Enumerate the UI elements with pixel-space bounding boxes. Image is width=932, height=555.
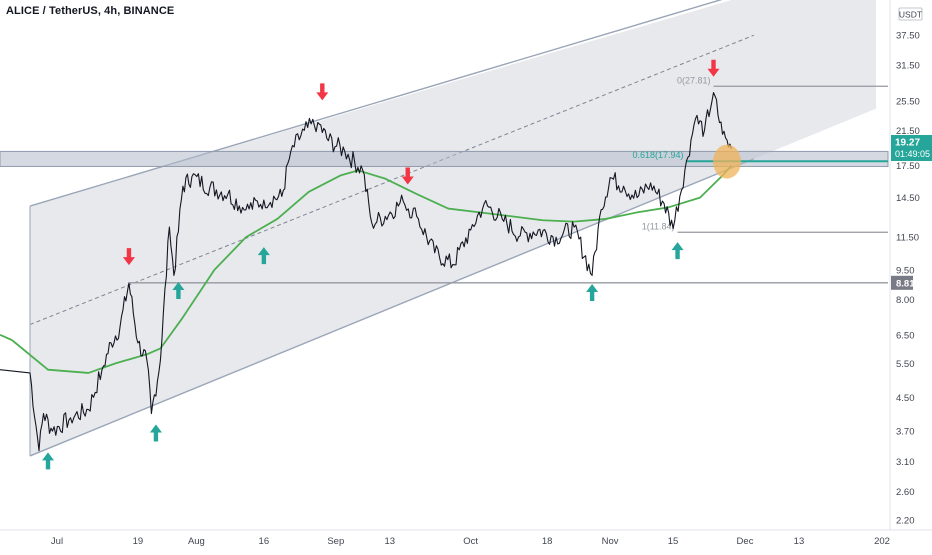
x-tick-label: 13 <box>794 536 805 547</box>
y-tick-label: 17.50 <box>896 161 920 172</box>
countdown-label: 01:49:05 <box>895 149 930 159</box>
currency-tag[interactable] <box>898 7 923 21</box>
channel-fill <box>30 0 877 456</box>
arrow-markers-group <box>42 59 720 470</box>
current-price-label: 19.27 <box>895 137 920 148</box>
x-tick-label: 16 <box>259 536 270 547</box>
y-tick-label: 3.70 <box>896 427 915 438</box>
x-tick-label: Aug <box>188 536 205 547</box>
y-tick-label: 11.50 <box>896 233 919 244</box>
currency-tag-label: USDT <box>899 10 922 20</box>
moving-average-line <box>11 164 733 374</box>
down-arrow-icon <box>122 248 135 266</box>
x-axis-panel[interactable]: Jul 19 Aug 16 Sep 13 Oct 18 Nov 15 Dec 13 202 <box>0 529 932 550</box>
y-tick-label: 31.50 <box>896 60 920 71</box>
y-axis-background <box>890 0 932 550</box>
x-axis-background <box>0 530 932 550</box>
current-price-tag[interactable] <box>891 134 932 161</box>
y-tick-label: 2.20 <box>896 516 915 527</box>
down-arrow-icon <box>316 83 329 101</box>
y-tick-label: 3.10 <box>896 457 915 468</box>
x-tick-label: Oct <box>463 536 478 547</box>
x-tick-label: 19 <box>133 536 144 547</box>
y-tick-label: 37.50 <box>896 31 920 42</box>
channel-upper-line[interactable] <box>29 0 731 207</box>
up-arrow-icon <box>172 281 185 299</box>
down-arrow-icon <box>707 59 720 77</box>
price-level-tag <box>891 275 913 290</box>
y-tick-label: 4.50 <box>896 393 915 404</box>
y-tick-label: 8.00 <box>896 295 915 306</box>
x-tick-label: 15 <box>668 536 679 547</box>
fib-0.618-label: 0.618(17.94) <box>632 150 683 160</box>
down-arrow-icon <box>401 167 414 185</box>
x-tick-label: 13 <box>384 536 395 547</box>
up-arrow-icon <box>42 452 55 470</box>
y-tick-label: 21.50 <box>896 126 920 137</box>
y-tick-label: 9.50 <box>896 265 915 276</box>
price-line <box>0 92 733 452</box>
up-arrow-icon <box>586 283 599 301</box>
x-tick-label: 18 <box>542 536 553 547</box>
resistance-support-band[interactable] <box>0 150 889 167</box>
y-axis-panel[interactable]: 2.20 2.60 3.10 3.70 4.50 5.50 6.50 8.00 9.50 11.5… <box>889 0 932 550</box>
y-tick-label: 25.50 <box>896 97 920 108</box>
x-tick-label: Jul <box>51 536 63 547</box>
up-arrow-icon <box>671 242 684 260</box>
y-tick-label: 6.50 <box>896 330 915 341</box>
up-arrow-icon <box>257 247 270 265</box>
price-series-group <box>0 92 733 452</box>
y-tick-label: 14.50 <box>896 193 920 204</box>
moving-average-group <box>0 164 733 374</box>
highlight-group <box>713 144 742 179</box>
fib-1-label: 1(11.84) <box>642 221 675 231</box>
fib-0-label: 0(27.81) <box>677 75 711 85</box>
y-tick-label: 5.50 <box>896 359 915 370</box>
zone-group <box>0 150 889 167</box>
x-tick-label: Sep <box>327 536 344 547</box>
x-tick-label: Dec <box>737 536 754 547</box>
target-circle <box>713 144 742 179</box>
x-tick-label: 202 <box>874 536 890 547</box>
x-tick-label: Nov <box>602 536 619 547</box>
moving-average-left-extension <box>0 333 13 341</box>
up-arrow-icon <box>149 424 162 442</box>
channel-midline[interactable] <box>29 34 755 326</box>
chart-title: ALICE / TetherUS, 4h, BINANCE <box>6 5 175 17</box>
y-tick-label: 2.60 <box>896 487 915 498</box>
price-level-tag-label: 8.81 <box>896 278 915 289</box>
